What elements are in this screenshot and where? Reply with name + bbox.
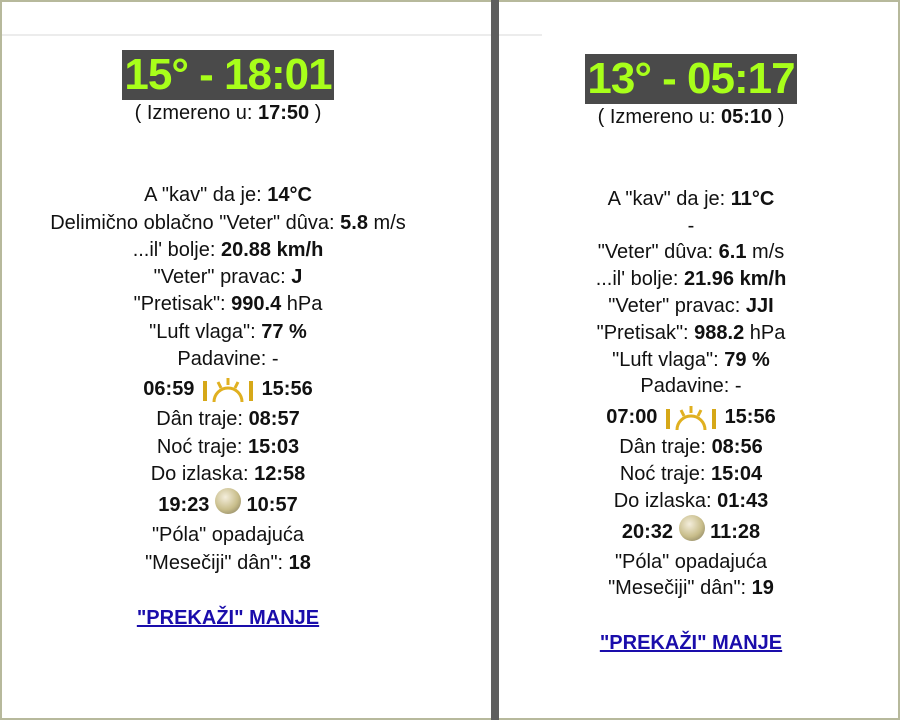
condition-wind: - <box>687 214 695 237</box>
condition-wind: Delimično oblačno "Veter" dûva: 5.8 m/s <box>50 211 406 234</box>
humidity: "Luft vlaga": 79 % <box>612 348 770 371</box>
temperature-time-title: 13° - 05:17 <box>585 54 797 104</box>
moon-phase: "Póla" opadajuća <box>151 524 305 547</box>
weather-panel-left: 15° - 18:01 ( Izmereno u: 17:50 ) A "kav… <box>0 0 456 632</box>
sun-times: 06:59 15:56 <box>0 373 456 406</box>
moon-phase: "Póla" opadajuća <box>614 550 768 573</box>
panel-divider <box>491 0 499 720</box>
pressure: "Pretisak": 988.2 hPa <box>596 321 786 344</box>
night-length: Noć traje: 15:04 <box>619 462 763 485</box>
wind-direction: "Veter" pravac: J <box>153 266 303 289</box>
wind-direction: "Veter" pravac: JJI <box>608 294 774 317</box>
precipitation: Padavine: - <box>177 348 279 371</box>
pressure: "Pretisak": 990.4 hPa <box>133 293 323 316</box>
moon-times: 19:23 10:57 <box>0 488 456 522</box>
show-less-link[interactable]: "PREKAŽI" MANJE <box>599 632 783 655</box>
sunrise-sunset-icon <box>666 405 716 431</box>
moon-day: "Mesečiji" dân": 19 <box>608 577 774 600</box>
show-less-link[interactable]: "PREKAŽI" MANJE <box>136 606 320 629</box>
until-sunrise: Do izlaska: 12:58 <box>150 462 306 485</box>
moon-day: "Mesečiji" dân": 18 <box>145 551 311 574</box>
wind-kmh: ...il' bolje: 20.88 km/h <box>132 238 324 261</box>
feels-like: A "kav" da je: 11°C <box>607 187 775 210</box>
until-sunrise: Do izlaska: 01:43 <box>613 489 769 512</box>
weather-panel-right: 13° - 05:17 ( Izmereno u: 05:10 ) A "kav… <box>496 0 886 657</box>
night-length: Noć traje: 15:03 <box>156 435 300 458</box>
feels-like: A "kav" da je: 14°C <box>144 184 312 207</box>
sunrise-sunset-icon <box>203 378 253 403</box>
moon-icon <box>215 488 241 515</box>
wind-kmh: ...il' bolje: 21.96 km/h <box>595 268 787 291</box>
moon-icon <box>678 514 705 541</box>
sun-times: 07:00 15:56 <box>496 400 886 434</box>
measured-time: ( Izmereno u: 05:10 ) <box>597 106 785 128</box>
wind-speed: "Veter" dûva: 6.1 m/s <box>597 241 785 264</box>
day-length: Dân traje: 08:57 <box>156 408 300 431</box>
precipitation: Padavine: - <box>640 375 742 398</box>
humidity: "Luft vlaga": 77 % <box>149 320 307 343</box>
temperature-time-title: 15° - 18:01 <box>122 50 334 100</box>
moon-times: 20:32 11:28 <box>496 514 886 549</box>
horizontal-rule <box>2 34 542 36</box>
measured-time: ( Izmereno u: 17:50 ) <box>134 102 322 124</box>
day-length: Dân traje: 08:56 <box>619 436 763 459</box>
